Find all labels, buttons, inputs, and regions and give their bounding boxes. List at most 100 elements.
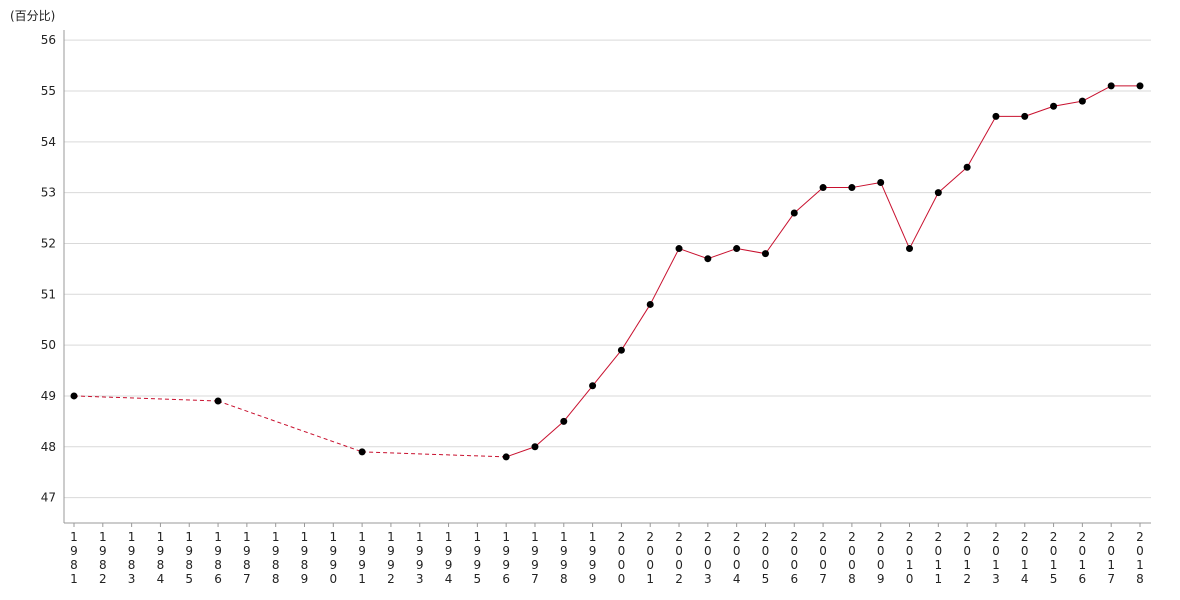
series-segment (505, 446, 536, 458)
data-point (761, 250, 769, 258)
data-point (560, 417, 568, 425)
y-tick-label: 50 (41, 338, 56, 352)
series-segment (966, 116, 997, 168)
series-segment-dashed (73, 395, 219, 402)
y-tick-labels: 47 48 49 50 51 52 53 54 55 56 (41, 33, 56, 504)
y-tick-label: 53 (41, 186, 56, 200)
series-segment (765, 212, 795, 254)
series-segment (736, 248, 766, 255)
series-segment (1082, 85, 1112, 102)
series-segment (909, 192, 939, 249)
series-segment (1024, 105, 1054, 117)
series-segment (678, 248, 709, 260)
y-tick-label: 47 (41, 491, 56, 505)
data-point (992, 112, 1000, 120)
y-tick-label: 54 (41, 135, 56, 149)
data-point (70, 392, 78, 400)
data-point (733, 245, 741, 253)
series-segment (707, 248, 737, 260)
series-segment (620, 304, 651, 351)
y-tick-label: 51 (41, 287, 56, 301)
data-point (790, 209, 798, 217)
series-segment (880, 182, 910, 249)
axes (63, 30, 1151, 524)
data-point (675, 245, 683, 253)
data-point (934, 189, 942, 197)
y-tick-label: 49 (41, 389, 56, 403)
data-point (1050, 102, 1058, 110)
series-segment (851, 181, 881, 189)
data-point (1078, 97, 1086, 105)
data-point (1136, 82, 1144, 90)
data-point (1107, 82, 1115, 90)
series-segment-dashed (217, 400, 363, 453)
y-tick-label: 56 (41, 33, 56, 47)
data-point (906, 245, 914, 253)
data-point (1021, 112, 1029, 120)
series-segment (937, 166, 968, 194)
gridlines (64, 39, 1151, 499)
data-point (646, 300, 654, 308)
y-tick-label: 48 (41, 440, 56, 454)
y-tick-label: 55 (41, 84, 56, 98)
data-point (848, 184, 856, 192)
x-tick-labels: 1 9 8 1 1 9 8 2 1 9 8 3 1 9 8 4 1 9 8 5 1 9 8 6 1 9 8 7 1 9 8 8 1 9 8 9 1 9 9 0… (70, 523, 1144, 586)
y-tick-label: 52 (41, 236, 56, 250)
data-point (704, 255, 712, 263)
data-point (877, 178, 885, 186)
data-point (214, 397, 222, 405)
series-markers (70, 82, 1144, 461)
data-point (531, 443, 539, 451)
series-segment-dashed (362, 451, 507, 458)
series-segment (534, 420, 565, 448)
data-point (502, 453, 510, 461)
series-segment (1053, 100, 1083, 107)
series-line (73, 85, 1140, 458)
series-segment (793, 187, 824, 214)
y-unit-label: (百分比) (10, 9, 55, 23)
data-point (589, 382, 597, 390)
data-point (963, 163, 971, 171)
series-segment (649, 248, 680, 305)
series-segment (592, 349, 622, 387)
series-segment (563, 385, 593, 422)
data-point (819, 184, 827, 192)
data-point (617, 346, 625, 354)
